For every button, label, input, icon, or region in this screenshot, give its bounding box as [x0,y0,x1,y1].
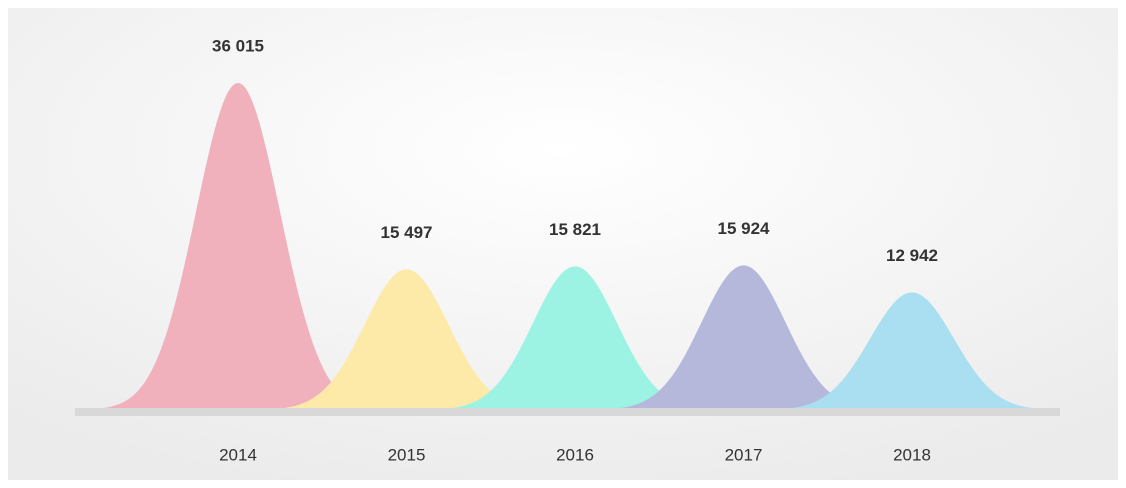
x-tick-label: 2018 [893,445,931,464]
x-tick-label: 2016 [556,445,594,464]
value-label: 15 497 [381,223,433,242]
baseline [75,408,1060,416]
peak [263,269,548,410]
peak [432,266,717,410]
value-label: 15 821 [549,220,601,239]
value-label: 15 924 [718,219,771,238]
peak [769,292,1054,410]
value-label: 12 942 [886,246,938,265]
x-tick-label: 2014 [219,445,257,464]
peak [95,83,380,409]
plot [95,83,1054,410]
peak [600,265,885,410]
x-tick-label: 2015 [388,445,426,464]
x-tick-label: 2017 [725,445,763,464]
value-label: 36 015 [212,36,264,55]
